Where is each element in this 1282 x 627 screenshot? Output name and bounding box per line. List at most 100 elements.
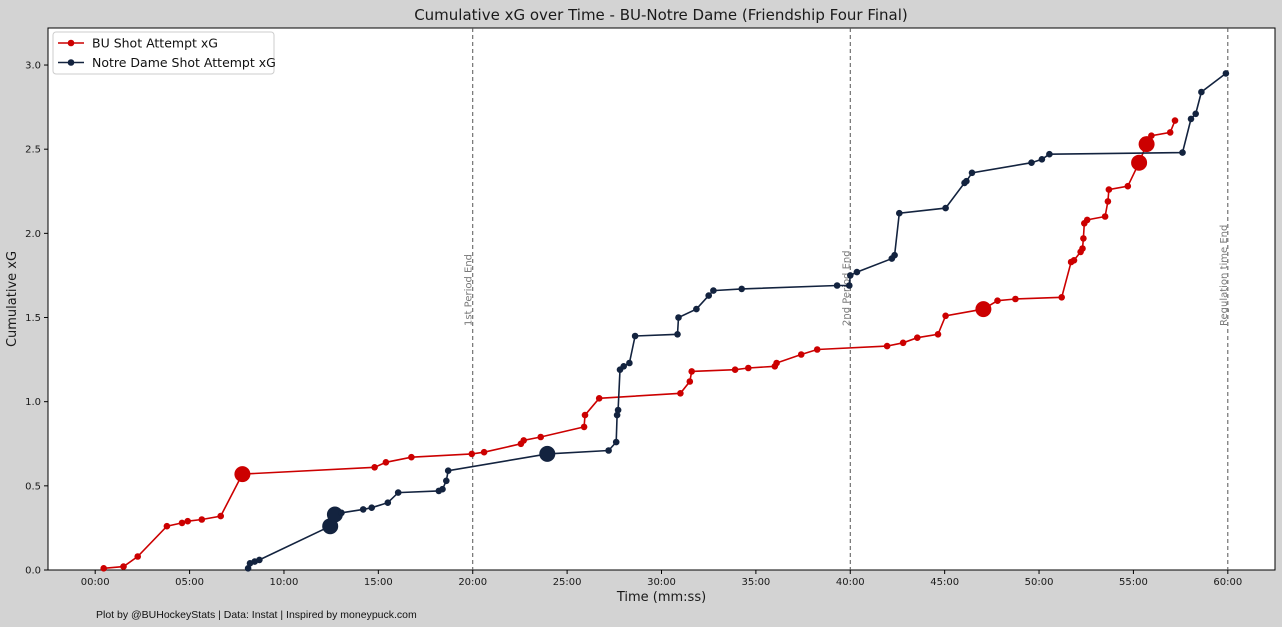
legend-label: BU Shot Attempt xG — [92, 36, 218, 51]
shot-marker — [468, 450, 476, 458]
shot-marker — [581, 411, 589, 419]
shot-marker — [163, 522, 171, 530]
legend-marker — [67, 39, 75, 47]
shot-marker — [134, 553, 141, 560]
shot-marker — [853, 268, 861, 276]
shot-marker — [338, 509, 345, 517]
shot-marker — [1104, 198, 1112, 205]
shot-marker — [1070, 257, 1078, 264]
shot-marker — [1058, 294, 1065, 301]
shot-marker — [1101, 213, 1109, 220]
shot-marker — [1222, 70, 1230, 77]
shot-marker — [1080, 235, 1087, 242]
shot-marker — [1079, 245, 1086, 252]
shot-marker — [217, 512, 224, 520]
shot-marker — [244, 565, 252, 572]
series-0 — [100, 117, 1179, 572]
shot-marker — [942, 312, 949, 320]
shot-marker — [178, 519, 186, 527]
shot-marker — [710, 287, 717, 294]
shot-marker — [942, 204, 949, 212]
goal-marker — [326, 506, 343, 523]
shot-marker — [443, 477, 450, 485]
shot-marker — [731, 366, 739, 374]
shot-marker — [184, 517, 191, 525]
shot-marker — [846, 282, 853, 289]
y-tick-label: 2.0 — [25, 229, 41, 240]
goal-marker — [975, 301, 992, 318]
x-tick-label: 10:00 — [270, 577, 299, 588]
shot-marker — [1148, 132, 1155, 139]
chart-title: Cumulative xG over Time - BU-Notre Dame … — [414, 6, 908, 24]
shot-marker — [693, 305, 700, 313]
shot-marker — [994, 297, 1001, 305]
x-axis-label: Time (mm:ss) — [616, 590, 706, 605]
legend-marker — [67, 59, 75, 66]
shot-marker — [368, 504, 376, 512]
shot-marker — [705, 292, 712, 299]
shot-marker — [1171, 117, 1179, 124]
shot-marker — [612, 438, 620, 446]
shot-marker — [120, 563, 127, 570]
shot-marker — [914, 334, 921, 342]
shot-marker — [1046, 150, 1053, 158]
shot-marker — [620, 363, 627, 370]
shot-marker — [384, 499, 392, 507]
legend-item: Notre Dame Shot Attempt xG — [58, 55, 276, 70]
shot-marker — [371, 464, 378, 471]
shot-marker — [1179, 149, 1186, 156]
shot-marker — [614, 406, 622, 414]
footer-credit: Plot by @BUHockeyStats | Data: Instat | … — [96, 609, 417, 621]
goal-marker — [539, 445, 556, 462]
x-tick-label: 05:00 — [175, 577, 204, 588]
shot-marker — [688, 368, 695, 375]
shot-marker — [394, 489, 402, 496]
legend-item: BU Shot Attempt xG — [58, 36, 218, 51]
x-tick-label: 60:00 — [1213, 577, 1242, 588]
x-tick-label: 50:00 — [1025, 577, 1054, 588]
shot-marker — [934, 331, 942, 338]
x-tick-label: 25:00 — [553, 577, 582, 588]
shot-marker — [1166, 129, 1174, 136]
shot-marker — [833, 282, 841, 289]
x-tick-label: 30:00 — [647, 577, 676, 588]
shot-marker — [675, 314, 682, 321]
period-end-label: 1st Period End — [464, 254, 475, 326]
shot-marker — [1028, 159, 1035, 166]
shot-marker — [883, 342, 891, 350]
shot-marker — [626, 359, 633, 367]
shot-marker — [847, 272, 854, 279]
shot-marker — [520, 437, 527, 444]
shot-marker — [896, 209, 903, 217]
shot-marker — [1105, 186, 1113, 193]
shot-marker — [1012, 295, 1019, 303]
shot-marker — [1038, 156, 1046, 163]
shot-marker — [1198, 88, 1205, 96]
shot-marker — [444, 467, 452, 475]
shot-marker — [899, 339, 907, 347]
shot-marker — [198, 516, 206, 523]
shot-marker — [686, 378, 694, 385]
shot-marker — [256, 556, 263, 564]
shot-marker — [439, 485, 446, 493]
y-tick-label: 0.5 — [25, 481, 41, 492]
shot-marker — [963, 177, 970, 185]
x-tick-label: 55:00 — [1119, 577, 1148, 588]
shot-marker — [1192, 110, 1199, 118]
plot-area — [47, 27, 1276, 571]
shot-marker — [580, 423, 588, 431]
shot-marker — [1083, 216, 1091, 224]
y-tick-label: 1.0 — [25, 397, 41, 408]
shot-marker — [1124, 182, 1132, 190]
x-tick-label: 40:00 — [836, 577, 865, 588]
shot-marker — [408, 453, 415, 461]
shot-marker — [773, 359, 780, 367]
y-axis-label: Cumulative xG — [5, 251, 20, 347]
shot-marker — [605, 447, 612, 454]
shot-marker — [968, 169, 976, 177]
shot-marker — [480, 448, 488, 456]
x-tick-label: 45:00 — [930, 577, 959, 588]
x-tick-label: 20:00 — [458, 577, 487, 588]
goal-marker — [1131, 154, 1148, 171]
y-tick-label: 2.5 — [25, 145, 41, 156]
